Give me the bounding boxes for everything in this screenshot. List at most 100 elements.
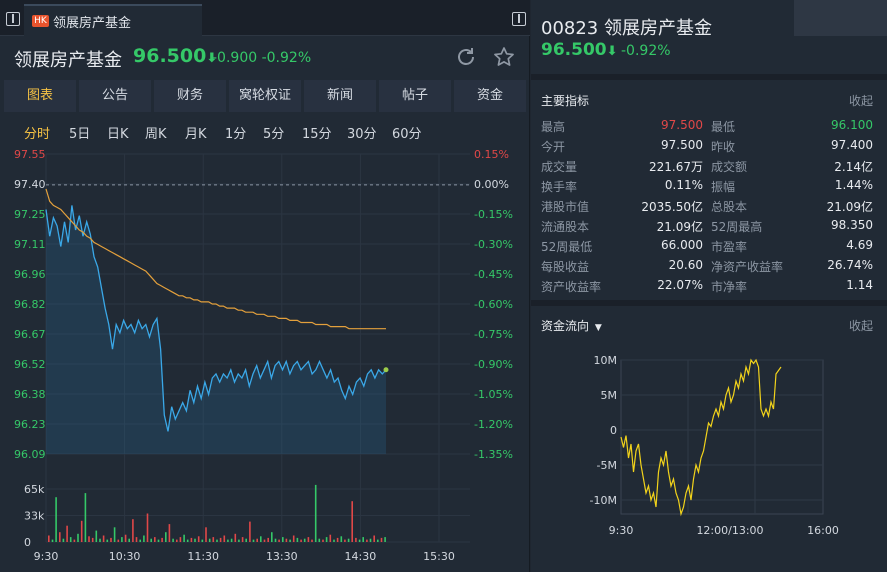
volume-bar xyxy=(344,539,346,542)
period-5day[interactable]: 5日 xyxy=(69,127,91,142)
y-axis-price-label: 96.67 xyxy=(14,328,46,341)
period-intraday[interactable]: 分时 xyxy=(24,127,51,142)
indicator-value: 221.67万 xyxy=(649,160,703,174)
capital-flow-label: 资金流向 xyxy=(541,319,590,333)
y-axis-price-label: 96.96 xyxy=(14,268,46,281)
period-5min[interactable]: 5分 xyxy=(263,127,285,142)
volume-bar xyxy=(216,539,218,542)
volume-bar xyxy=(285,538,288,542)
y-axis-price-label: 97.40 xyxy=(14,178,46,191)
volume-bar xyxy=(179,537,182,542)
flow-y-label: 10M xyxy=(594,354,618,367)
chevron-down-icon: ▼ xyxy=(594,323,602,333)
period-60min[interactable]: 60分 xyxy=(392,127,422,142)
volume-bar xyxy=(358,539,361,542)
average-price-line xyxy=(45,188,386,330)
volume-bar xyxy=(311,539,313,542)
capital-flow-line xyxy=(620,358,782,517)
indicator-value: 26.74% xyxy=(827,258,873,272)
intraday-chart[interactable]: 97.55 97.40 97.25 97.11 96.96 96.82 96.67 96.52… xyxy=(0,140,530,572)
volume-bar xyxy=(190,537,193,542)
capital-flow-title[interactable]: 资金流向 ▼ xyxy=(541,317,602,334)
volume-bar xyxy=(139,539,141,542)
tab-chart[interactable]: 图表 xyxy=(4,80,76,112)
volume-bar xyxy=(325,537,328,542)
indicator-label: 市净率 xyxy=(711,280,748,294)
detail-change-percent: -0.92% xyxy=(621,43,671,59)
volume-bar xyxy=(241,537,244,542)
volume-bar xyxy=(135,537,138,542)
section-tabs: 图表 公告 财务 窝轮权证 新闻 帖子 资金 xyxy=(4,80,528,112)
volume-bar xyxy=(194,538,196,542)
indicators-title: 主要指标 xyxy=(541,94,590,108)
volume-bar xyxy=(263,539,266,542)
tab-financials[interactable]: 财务 xyxy=(154,80,226,112)
stock-code-name: 00823 领展房产基金 xyxy=(541,18,712,39)
volume-bar xyxy=(113,527,116,542)
volume-bar xyxy=(296,537,299,542)
volume-bar xyxy=(102,535,105,542)
indicator-label: 总股本 xyxy=(711,200,748,214)
toggle-left-panel-icon[interactable] xyxy=(6,12,20,26)
capital-flow-collapse-button[interactable]: 收起 xyxy=(848,319,873,333)
volume-bar xyxy=(355,537,357,542)
volume-bar xyxy=(59,532,61,542)
indicator-label: 净资产收益率 xyxy=(711,260,784,274)
indicator-value: 96.100 xyxy=(831,118,873,132)
volume-bar xyxy=(55,497,57,542)
indicator-value: 21.09亿 xyxy=(826,200,873,214)
period-daily-k[interactable]: 日K xyxy=(107,127,129,142)
hk-market-badge: HK xyxy=(32,15,49,27)
period-15min[interactable]: 15分 xyxy=(302,127,332,142)
volume-bar xyxy=(143,535,145,542)
volume-bar xyxy=(91,537,94,542)
tab-warrants[interactable]: 窝轮权证 xyxy=(229,80,301,112)
x-axis-time-label: 14:30 xyxy=(345,550,377,563)
volume-bar xyxy=(219,537,222,542)
refresh-icon[interactable] xyxy=(455,46,477,68)
volume-bar xyxy=(84,493,87,542)
period-30min[interactable]: 30分 xyxy=(347,127,377,142)
tab-posts[interactable]: 帖子 xyxy=(379,80,451,112)
volume-bar xyxy=(128,538,130,542)
volume-bar xyxy=(223,535,226,542)
period-monthly-k[interactable]: 月K xyxy=(185,127,207,142)
volume-bar xyxy=(249,521,251,542)
x-axis-time-label: 13:30 xyxy=(266,550,298,563)
down-arrow-icon: ⬇ xyxy=(206,51,218,66)
volume-bar xyxy=(77,533,79,542)
volume-bar xyxy=(88,536,90,542)
volume-bar xyxy=(165,532,167,542)
volume-bar xyxy=(322,539,324,542)
indicator-value: 66.000 xyxy=(661,238,703,252)
volume-bar xyxy=(110,537,112,542)
indicator-value: 97.400 xyxy=(831,138,873,152)
y-axis-price-label: 97.55 xyxy=(14,148,46,161)
tab-stock[interactable]: HK 领展房产基金 xyxy=(24,4,202,36)
volume-axis-label: 0 xyxy=(24,536,31,549)
indicator-label: 最高 xyxy=(541,120,566,134)
volume-bar xyxy=(230,538,233,542)
indicator-label: 今开 xyxy=(541,140,566,154)
tab-bar: HK 领展房产基金 xyxy=(0,0,530,36)
volume-bar xyxy=(186,539,189,542)
indicator-label: 成交量 xyxy=(541,160,578,174)
indicator-label: 换手率 xyxy=(541,180,578,194)
flow-chart-frame xyxy=(620,359,824,515)
volume-bar xyxy=(282,537,284,542)
tab-capital[interactable]: 资金 xyxy=(454,80,526,112)
tab-news[interactable]: 新闻 xyxy=(304,80,376,112)
y-axis-percent-label: -0.75% xyxy=(474,328,513,341)
period-1min[interactable]: 1分 xyxy=(225,127,247,142)
period-weekly-k[interactable]: 周K xyxy=(145,127,167,142)
x-axis-time-label: 11:30 xyxy=(187,550,219,563)
indicator-value: 22.07% xyxy=(657,278,703,292)
indicators-collapse-button[interactable]: 收起 xyxy=(848,94,873,108)
tab-announcements[interactable]: 公告 xyxy=(79,80,151,112)
star-favorite-icon[interactable] xyxy=(493,46,515,68)
quote-panel: HK 领展房产基金 领展房产基金 96.500⬇ -0.900 -0.92% 图… xyxy=(0,0,530,572)
change-percent: -0.92% xyxy=(261,50,312,66)
volume-bar xyxy=(95,530,98,542)
volume-bar xyxy=(51,539,54,542)
toggle-right-panel-icon[interactable] xyxy=(512,12,526,26)
